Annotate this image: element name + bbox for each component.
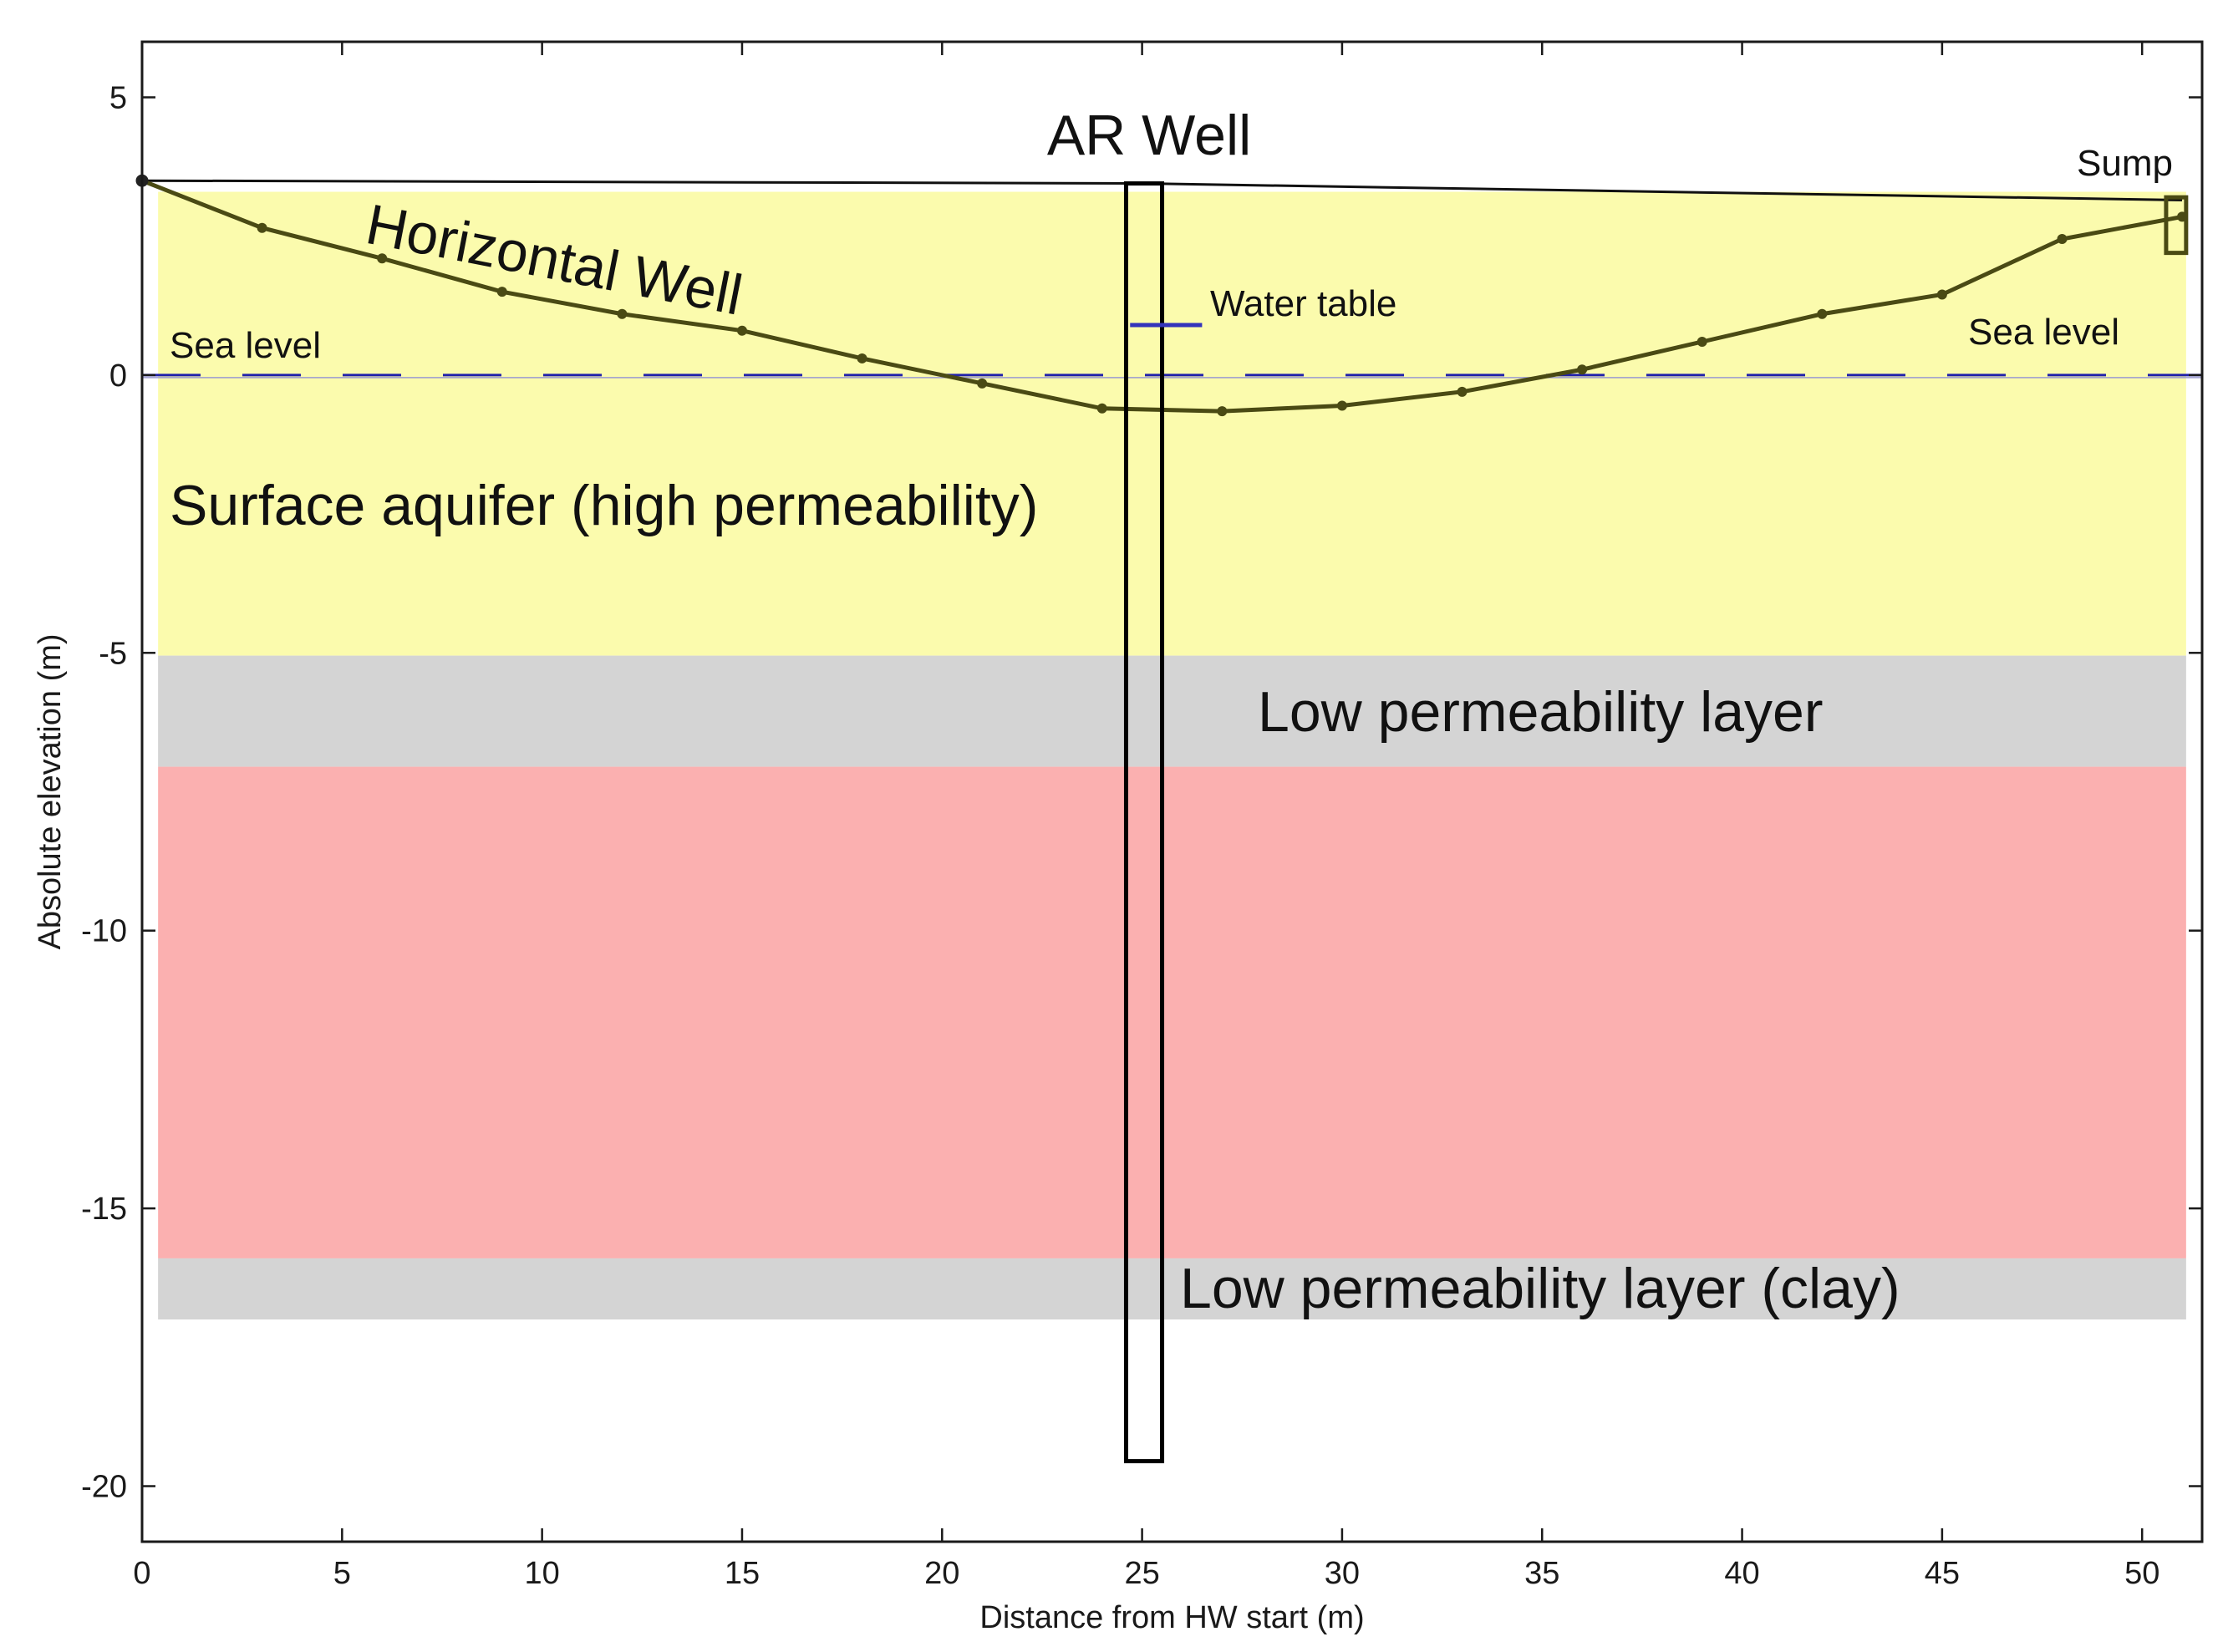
x-tick-label: 25 <box>1124 1556 1159 1591</box>
ar-well-label: AR Well <box>1047 104 1251 167</box>
y-tick-label: -15 <box>81 1192 127 1227</box>
sump-box <box>2164 195 2189 256</box>
sump-label: Sump <box>2077 143 2173 184</box>
layer-bands <box>158 191 2186 1320</box>
layer-band-0 <box>158 191 2186 656</box>
ar-well-group <box>1123 181 2189 1464</box>
y-tick-label: -5 <box>99 636 127 671</box>
axes-frame <box>140 40 2204 1543</box>
horizontal-well-point <box>1577 364 1588 375</box>
layer-band-1 <box>158 655 2186 767</box>
horizontal-well-point <box>1696 337 1707 347</box>
y-tick-label: 0 <box>109 358 127 394</box>
horizontal-well-point <box>736 325 747 336</box>
layer-band-2 <box>158 766 2186 1258</box>
horizontal-well-point <box>2057 234 2068 245</box>
horizontal-well-point <box>1457 386 1468 397</box>
x-tick-label: 15 <box>725 1556 760 1591</box>
y-tick-label: -10 <box>81 914 127 949</box>
x-tick-label: 20 <box>924 1556 959 1591</box>
surface-aquifer-label: Surface aquifer (high permeability) <box>170 474 1038 537</box>
clay-layer-label: Low permeability layer (clay) <box>1180 1257 1900 1320</box>
horizontal-well-point <box>617 308 628 319</box>
horizontal-well-point <box>977 378 988 389</box>
x-tick-label: 45 <box>1925 1556 1960 1591</box>
horizontal-well-point <box>1096 403 1107 414</box>
horizontal-well-point <box>377 253 388 264</box>
horizontal-well-point <box>1936 289 1947 300</box>
horizontal-well-point <box>257 222 267 233</box>
y-axis-label: Absolute elevation (m) <box>33 633 68 949</box>
x-axis-label: Distance from HW start (m) <box>979 1600 1364 1635</box>
ar-well-casing <box>1123 181 1165 1464</box>
layer-band-3 <box>158 1258 2186 1320</box>
horizontal-well-point <box>496 287 507 297</box>
x-tick-label: 5 <box>333 1556 351 1591</box>
horizontal-well-point <box>1336 400 1347 411</box>
x-tick-label: 30 <box>1325 1556 1360 1591</box>
x-tick-label: 40 <box>1724 1556 1759 1591</box>
y-tick-label: 5 <box>109 80 127 115</box>
low-permeability-label: Low permeability layer <box>1258 680 1824 744</box>
sea-level-line-group <box>142 374 2202 379</box>
y-tick-label: -20 <box>81 1470 127 1505</box>
x-tick-label: 0 <box>133 1556 150 1591</box>
horizontal-well-point <box>1817 308 1828 319</box>
sea-level-label-left: Sea level <box>170 325 321 366</box>
sea-level-label-right: Sea level <box>1968 312 2119 353</box>
horizontal-well-point <box>1217 406 1228 417</box>
x-tick-label: 35 <box>1524 1556 1559 1591</box>
water-table-label: Water table <box>1210 283 1396 324</box>
horizontal-well-point <box>857 353 867 363</box>
x-tick-label: 50 <box>2124 1556 2159 1591</box>
x-tick-label: 10 <box>525 1556 560 1591</box>
